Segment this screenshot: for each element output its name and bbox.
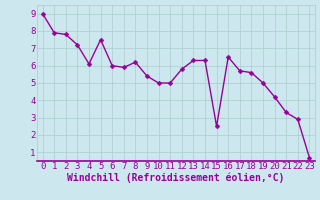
X-axis label: Windchill (Refroidissement éolien,°C): Windchill (Refroidissement éolien,°C) [67, 173, 285, 183]
